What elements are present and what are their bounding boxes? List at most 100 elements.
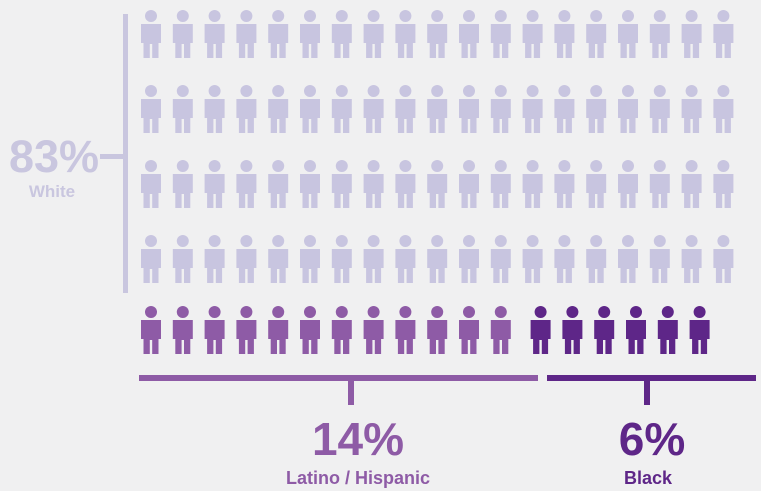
person-icon-white [459, 10, 479, 58]
person-icon-white [268, 85, 289, 133]
person-icon-white [490, 85, 511, 133]
person-icon-white [554, 85, 575, 133]
black-bracket [547, 375, 756, 405]
person-icon-white [618, 160, 638, 208]
person-icon-white [713, 85, 734, 133]
person-icon-white [363, 10, 384, 58]
person-icon-white [172, 160, 193, 208]
black-bracket-tick [644, 381, 650, 405]
person-icon-black [530, 306, 551, 354]
white-bracket [100, 14, 128, 293]
person-icon-white [522, 235, 543, 283]
person-icon-white [713, 10, 734, 58]
white-percent: 83% [9, 131, 99, 182]
person-icon-white [236, 85, 257, 133]
person-icon-white [713, 160, 734, 208]
person-icon-white [395, 10, 416, 58]
person-icon-white [331, 235, 352, 283]
person-icon-black [594, 306, 615, 354]
latino-percent: 14% [312, 413, 404, 465]
person-icon-white [459, 85, 479, 133]
person-icon-white [204, 235, 225, 283]
person-icon-white [681, 85, 702, 133]
person-icons [141, 10, 734, 354]
person-icon-black [689, 306, 710, 354]
person-icon-black [626, 306, 646, 354]
person-icon-white [618, 235, 638, 283]
person-icon-latino [204, 306, 225, 354]
person-icon-latino [395, 306, 416, 354]
person-icon-white [490, 160, 511, 208]
person-icon-white [649, 160, 670, 208]
person-icon-white [649, 10, 670, 58]
person-icon-white [363, 85, 384, 133]
person-icon-latino [141, 306, 161, 354]
person-icon-white [618, 85, 638, 133]
person-icon-latino [172, 306, 193, 354]
person-icon-white [681, 10, 702, 58]
person-icon-white [427, 85, 448, 133]
person-icon-white [172, 235, 193, 283]
person-icon-white [331, 85, 352, 133]
white-bracket-line [123, 14, 128, 293]
person-icon-white [172, 85, 193, 133]
person-icon-white [649, 235, 670, 283]
person-icon-white [331, 160, 352, 208]
person-icon-latino [331, 306, 352, 354]
person-icon-white [681, 235, 702, 283]
person-icon-white [395, 85, 416, 133]
person-icon-white [204, 85, 225, 133]
person-icon-black [562, 306, 583, 354]
person-icon-white [268, 235, 289, 283]
person-icon-white [522, 85, 543, 133]
person-icon-white [427, 235, 448, 283]
person-icon-white [141, 10, 161, 58]
latino-bracket [139, 375, 538, 405]
person-icon-white [141, 85, 161, 133]
person-icon-black [657, 306, 678, 354]
person-icon-latino [236, 306, 257, 354]
person-icon-white [427, 10, 448, 58]
latino-label: Latino / Hispanic [286, 468, 430, 488]
person-icon-white [172, 10, 193, 58]
person-icon-white [236, 235, 257, 283]
person-icon-white [236, 10, 257, 58]
person-icon-white [459, 235, 479, 283]
person-icon-white [236, 160, 257, 208]
person-icon-white [300, 10, 320, 58]
person-icon-latino [427, 306, 448, 354]
person-icon-white [586, 10, 607, 58]
person-icon-white [395, 235, 416, 283]
person-icon-white [522, 160, 543, 208]
person-icon-white [490, 10, 511, 58]
person-icon-white [331, 10, 352, 58]
person-icon-white [141, 235, 161, 283]
latino-bracket-line [139, 375, 538, 381]
person-icon-white [459, 160, 479, 208]
person-icon-white [300, 160, 320, 208]
person-icon-white [586, 235, 607, 283]
person-icon-latino [363, 306, 384, 354]
person-icon-white [204, 160, 225, 208]
person-icon-white [204, 10, 225, 58]
person-icon-white [490, 235, 511, 283]
person-icon-white [554, 235, 575, 283]
person-icon-latino [490, 306, 511, 354]
person-icon-white [363, 160, 384, 208]
person-icon-white [713, 235, 734, 283]
person-icon-white [618, 10, 638, 58]
person-icon-latino [459, 306, 479, 354]
person-icon-latino [300, 306, 320, 354]
person-icon-white [363, 235, 384, 283]
person-icon-white [681, 160, 702, 208]
person-icon-white [649, 85, 670, 133]
black-label: Black [624, 468, 673, 488]
person-icon-white [586, 160, 607, 208]
person-icon-white [586, 85, 607, 133]
black-percent: 6% [619, 413, 685, 465]
person-icon-white [522, 10, 543, 58]
person-icon-latino [268, 306, 289, 354]
person-icon-white [395, 160, 416, 208]
person-icon-white [554, 10, 575, 58]
